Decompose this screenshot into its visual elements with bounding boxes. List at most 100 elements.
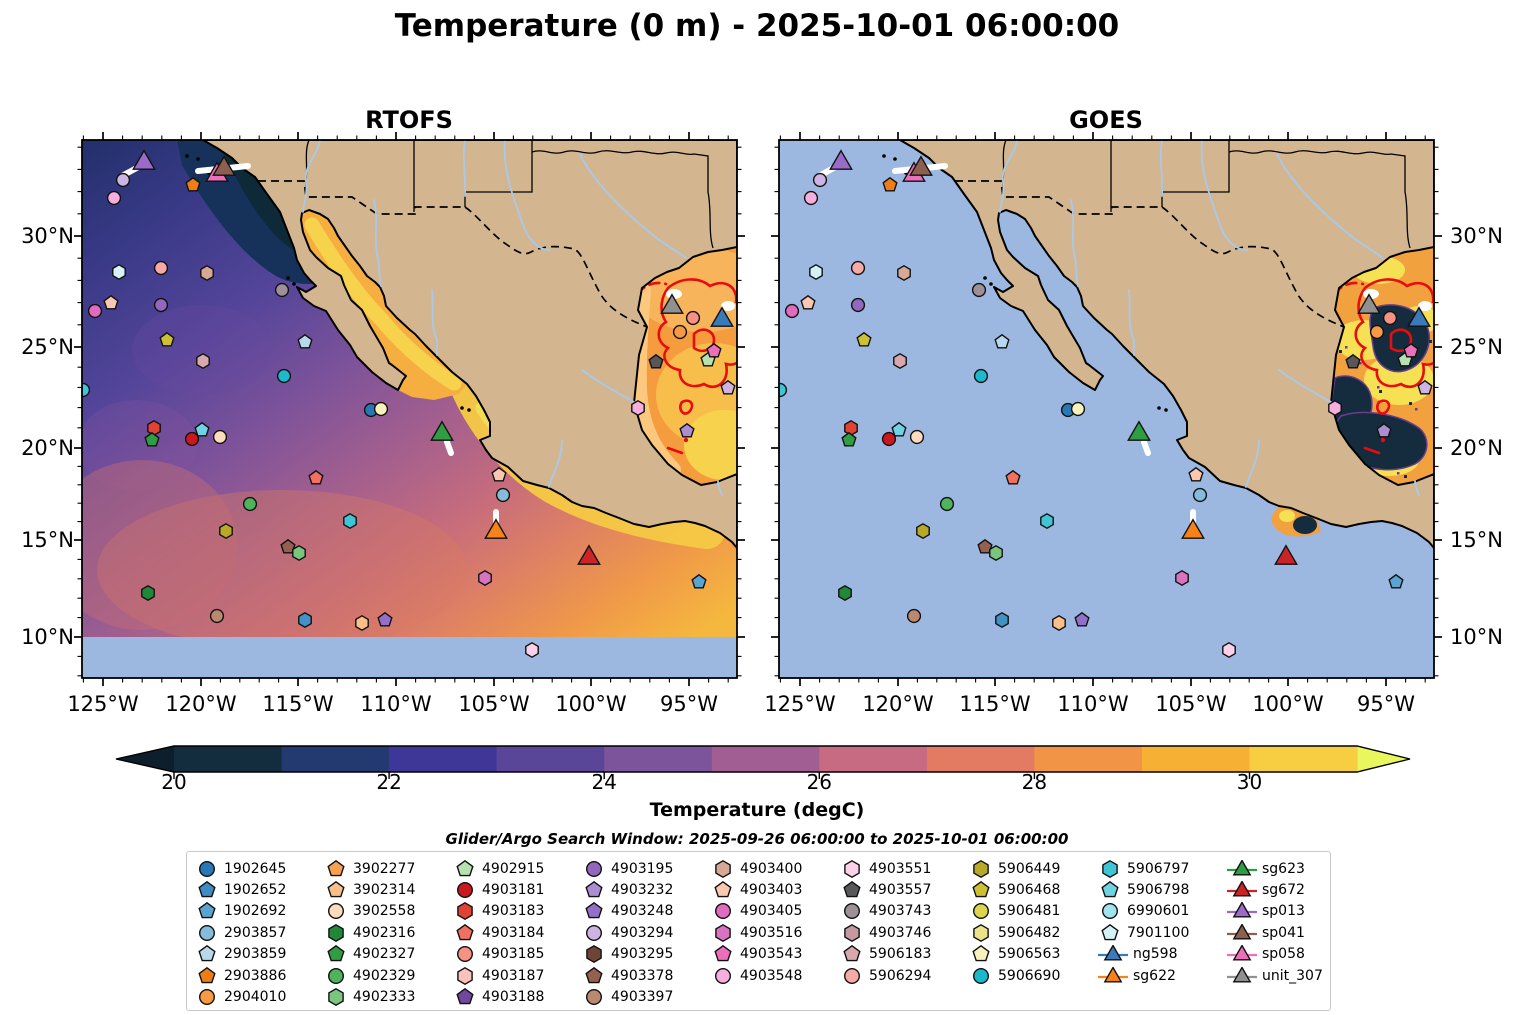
island-dot	[292, 282, 296, 286]
float-marker	[209, 608, 225, 624]
legend-entry-4903187: 4903187	[453, 965, 544, 986]
float-marker	[850, 260, 866, 276]
float-legend-icon	[843, 945, 861, 962]
legend-entry-5906690: 5906690	[969, 965, 1060, 986]
float-marker	[495, 487, 511, 503]
legend-label: 4902329	[353, 967, 416, 984]
legend-marker	[972, 945, 990, 962]
legend-entry-4903405: 4903405	[711, 901, 802, 922]
float-marker	[994, 333, 1010, 349]
legend-entry-4902316: 4902316	[324, 922, 415, 943]
float-marker	[897, 264, 911, 282]
float-marker	[112, 263, 126, 281]
float-marker	[115, 172, 131, 188]
glider-trail	[1141, 439, 1151, 456]
lon-label-rtofs: 110°W	[360, 692, 432, 716]
legend-label: 7901100	[1127, 924, 1190, 941]
colorbar-segment	[1249, 746, 1358, 772]
float-legend-icon	[457, 966, 473, 985]
float-marker	[893, 352, 907, 370]
legend-marker	[1232, 902, 1252, 918]
river	[717, 480, 723, 496]
axis-ticks	[74, 132, 745, 686]
float-marker	[103, 294, 119, 310]
glider-legend-icon	[1227, 966, 1257, 983]
legend-label: 4903557	[869, 881, 932, 898]
float-marker	[141, 584, 155, 602]
float-marker	[720, 379, 736, 395]
float-marker	[280, 538, 296, 554]
legend-entry-ng598: ng598	[1098, 944, 1177, 965]
glider-legend-icon	[1227, 859, 1257, 876]
legend-label: sg672	[1262, 881, 1305, 898]
legend-marker	[198, 924, 216, 941]
legend-marker	[198, 880, 216, 898]
legend-label: sg622	[1133, 967, 1176, 984]
figure-title: Temperature (0 m) - 2025-10-01 06:00:00	[394, 8, 1120, 44]
float-legend-icon	[714, 880, 732, 898]
glider-legend-icon	[1098, 945, 1128, 961]
float-marker	[87, 303, 103, 319]
lat-label-left: 10°N	[21, 625, 74, 649]
float-marker	[1417, 379, 1433, 395]
legend-marker	[585, 966, 603, 983]
legend-label: 5906468	[998, 881, 1061, 898]
legend-label: 3902314	[353, 881, 416, 898]
float-marker	[1345, 353, 1361, 369]
island-dot	[1164, 408, 1168, 412]
float-legend-icon	[715, 859, 731, 878]
float-legend-icon	[843, 880, 861, 898]
float-marker	[1222, 641, 1236, 659]
legend-label: 4903188	[482, 988, 545, 1005]
legend-marker	[456, 923, 474, 940]
legend-label: 4903185	[482, 946, 545, 963]
legend-marker	[714, 945, 732, 962]
float-legend-icon	[328, 923, 344, 942]
legend-marker	[972, 967, 990, 984]
legend-marker	[714, 903, 732, 920]
legend-marker	[327, 859, 345, 876]
float-legend-icon	[198, 880, 216, 898]
legend-entry-4902915: 4902915	[453, 858, 544, 879]
legend-label: 4902333	[353, 988, 416, 1005]
legend-marker	[843, 880, 861, 898]
legend-entry-4903195: 4903195	[582, 858, 673, 879]
float-legend-icon	[844, 923, 860, 942]
float-marker	[850, 297, 866, 313]
float-legend-icon	[327, 859, 345, 876]
legend-marker	[972, 903, 990, 920]
legend-marker	[1101, 880, 1119, 898]
float-marker	[106, 190, 122, 206]
island-dot	[196, 157, 200, 161]
legend-label: 4903543	[740, 946, 803, 963]
legend-entry-4903403: 4903403	[711, 879, 802, 900]
float-marker	[1070, 401, 1086, 417]
float-marker	[906, 608, 922, 624]
float-marker	[196, 352, 210, 370]
float-legend-icon	[327, 967, 345, 984]
legend-label: 2904010	[224, 988, 287, 1005]
legend-entry-4903551: 4903551	[840, 858, 931, 879]
legend-label: 4903187	[482, 967, 545, 984]
float-marker	[219, 522, 233, 540]
float-marker	[491, 466, 507, 482]
float-legend-icon	[198, 945, 216, 962]
river	[1414, 480, 1420, 496]
legend-marker	[844, 923, 860, 942]
float-marker	[212, 429, 228, 445]
legend-label: 5906797	[1127, 860, 1190, 877]
river	[548, 439, 563, 488]
colorbar-segment	[1141, 746, 1251, 772]
legend-entry-4903248: 4903248	[582, 901, 673, 922]
float-marker	[153, 260, 169, 276]
float-legend-icon	[456, 987, 474, 1005]
island-dot	[882, 154, 886, 158]
legend-entry-sg672: sg672	[1227, 879, 1305, 900]
float-legend-icon	[198, 966, 216, 983]
legend-entry-4903188: 4903188	[453, 986, 544, 1007]
float-legend-icon	[328, 987, 344, 1006]
legend-label: 5906449	[998, 860, 1061, 877]
glider-legend-icon	[1098, 966, 1128, 983]
legend-label: ng598	[1133, 946, 1178, 963]
legend-marker	[1101, 923, 1119, 940]
